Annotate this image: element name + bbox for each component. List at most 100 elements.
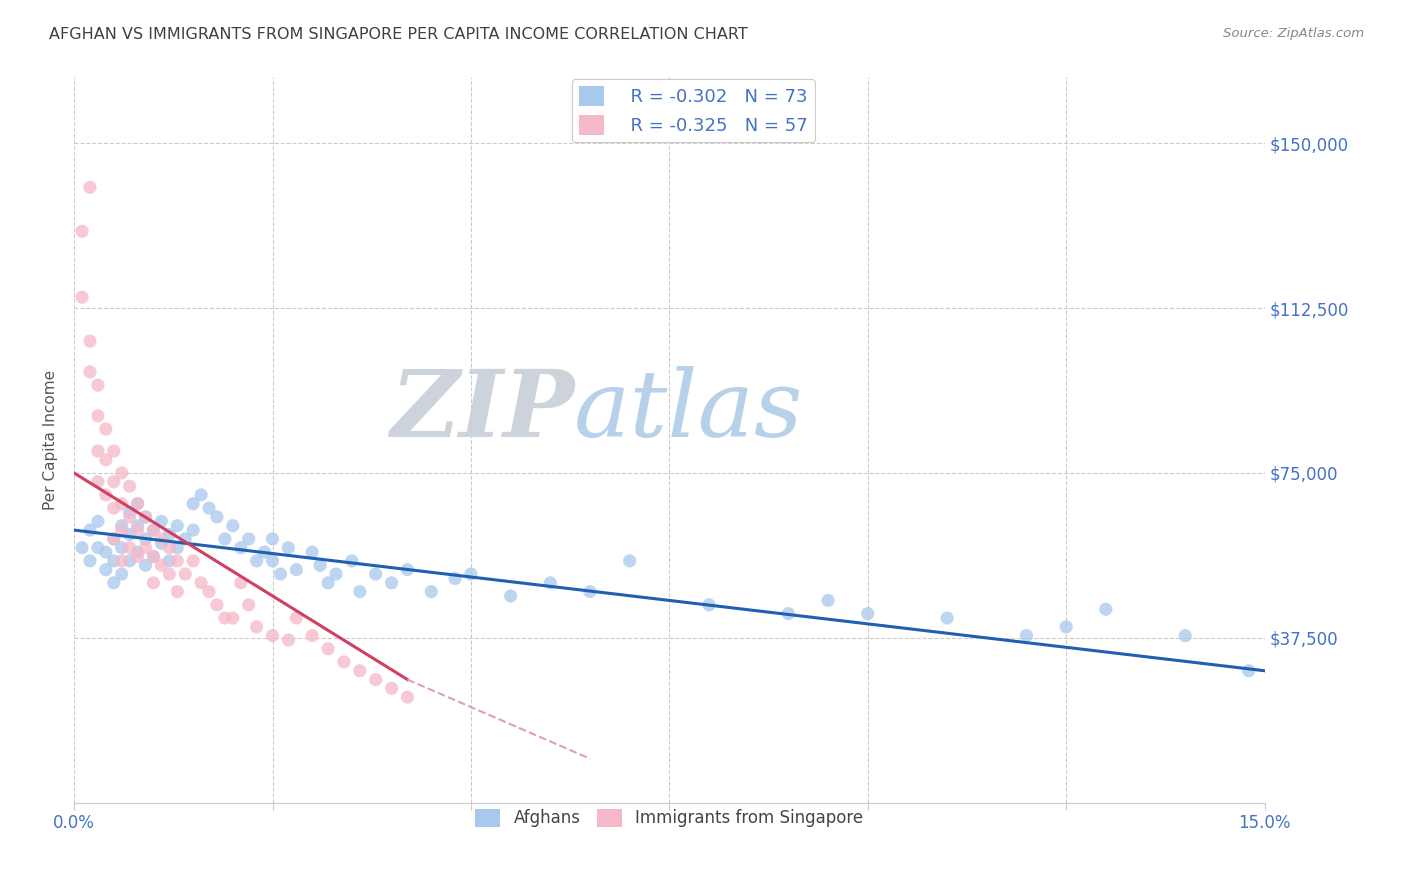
Text: ZIP: ZIP [389,366,574,456]
Legend: Afghans, Immigrants from Singapore: Afghans, Immigrants from Singapore [468,802,870,834]
Point [262,554,284,568]
Point [94,452,117,467]
Point [118,527,141,541]
Point [135,541,157,555]
Point [174,567,197,582]
Point [1054,620,1077,634]
Point [103,501,125,516]
Point [127,497,149,511]
Point [229,541,252,555]
Point [333,655,356,669]
Point [222,611,245,625]
Point [87,475,110,489]
Point [150,558,173,573]
Point [111,541,134,555]
Point [277,632,299,647]
Point [150,532,173,546]
Point [181,497,204,511]
Point [79,554,101,568]
Point [316,575,339,590]
Point [364,673,387,687]
Point [1237,664,1260,678]
Point [817,593,839,607]
Point [87,514,110,528]
Point [135,532,157,546]
Point [181,554,204,568]
Point [142,523,165,537]
Point [127,545,149,559]
Point [70,541,93,555]
Point [214,532,236,546]
Point [150,536,173,550]
Point [127,523,149,537]
Point [87,409,110,423]
Point [103,532,125,546]
Point [94,545,117,559]
Point [349,584,371,599]
Point [205,510,228,524]
Point [309,558,332,573]
Point [79,365,101,379]
Point [127,549,149,564]
Point [103,475,125,489]
Point [190,488,212,502]
Point [238,532,260,546]
Point [150,514,173,528]
Point [380,681,402,696]
Point [157,554,180,568]
Point [127,518,149,533]
Point [340,554,363,568]
Point [262,629,284,643]
Point [778,607,800,621]
Point [936,611,959,625]
Point [396,563,419,577]
Point [181,523,204,537]
Point [253,545,276,559]
Point [142,549,165,564]
Point [103,554,125,568]
Point [103,444,125,458]
Point [118,506,141,520]
Point [364,567,387,582]
Point [856,607,879,621]
Point [277,541,299,555]
Point [118,541,141,555]
Point [87,541,110,555]
Point [349,664,371,678]
Point [94,488,117,502]
Point [70,290,93,304]
Point [135,510,157,524]
Point [198,501,221,516]
Point [396,690,419,705]
Point [316,641,339,656]
Point [118,479,141,493]
Point [79,334,101,348]
Point [166,541,188,555]
Point [222,518,245,533]
Point [1015,629,1038,643]
Point [142,523,165,537]
Point [87,444,110,458]
Point [538,575,561,590]
Point [229,575,252,590]
Point [269,567,291,582]
Point [619,554,641,568]
Point [301,629,323,643]
Point [135,558,157,573]
Y-axis label: Per Capita Income: Per Capita Income [44,370,58,510]
Point [157,541,180,555]
Point [103,575,125,590]
Point [111,523,134,537]
Point [87,378,110,392]
Point [111,554,134,568]
Point [380,575,402,590]
Point [190,575,212,590]
Point [79,180,101,194]
Point [697,598,720,612]
Point [214,611,236,625]
Point [301,545,323,559]
Point [157,567,180,582]
Point [174,532,197,546]
Point [166,584,188,599]
Point [142,549,165,564]
